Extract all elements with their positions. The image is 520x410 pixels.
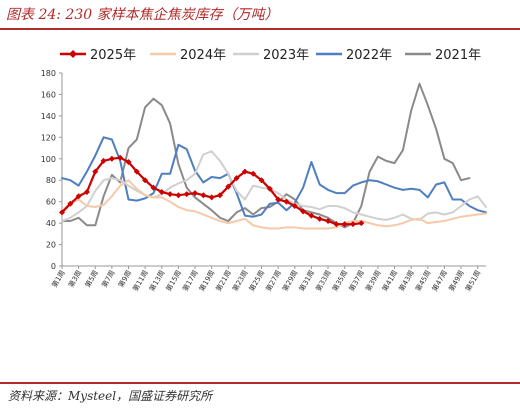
y-tick-label: 180 bbox=[41, 69, 56, 78]
data-point bbox=[208, 194, 215, 201]
legend-label: 2024年 bbox=[180, 48, 226, 63]
chart-title: 图表 24: 230 家样本焦企焦炭库存（万吨） bbox=[6, 7, 279, 23]
data-point bbox=[250, 170, 257, 177]
x-tick-label: 第51周 bbox=[463, 269, 482, 293]
legend-label: 2022年 bbox=[346, 48, 392, 63]
y-tick-label: 160 bbox=[41, 90, 56, 99]
series-line-2024年 bbox=[61, 179, 487, 230]
data-point bbox=[291, 202, 298, 209]
legend-item: 2021年 bbox=[405, 48, 481, 63]
data-point bbox=[175, 192, 182, 199]
data-point bbox=[75, 193, 82, 200]
y-tick-label: 100 bbox=[41, 155, 56, 164]
data-point bbox=[333, 221, 340, 228]
data-point bbox=[325, 217, 332, 224]
data-point bbox=[117, 154, 124, 161]
data-point bbox=[67, 200, 74, 207]
source-note: 资料来源：Mysteel，国盛证券研究所 bbox=[8, 389, 213, 403]
legend-item: 2025年 bbox=[60, 48, 136, 63]
x-tick-label: 第9周 bbox=[116, 269, 133, 289]
data-point bbox=[341, 221, 348, 228]
legend-label: 2025年 bbox=[90, 48, 136, 63]
series-line-2022年 bbox=[61, 136, 487, 218]
legend-item: 2023年 bbox=[233, 48, 309, 63]
data-point bbox=[225, 183, 232, 190]
legend-label: 2021年 bbox=[435, 48, 481, 63]
title-divider bbox=[0, 28, 520, 30]
y-tick-label: 40 bbox=[46, 219, 56, 228]
data-point bbox=[266, 185, 273, 192]
y-tick-label: 0 bbox=[51, 262, 56, 271]
data-point bbox=[59, 209, 65, 216]
legend-marker bbox=[69, 50, 77, 58]
data-point bbox=[167, 191, 174, 198]
data-point bbox=[216, 192, 223, 199]
y-tick-label: 20 bbox=[46, 241, 56, 250]
data-point bbox=[150, 184, 157, 191]
data-point bbox=[100, 157, 107, 164]
data-point bbox=[192, 190, 199, 197]
footer-divider bbox=[0, 382, 520, 384]
line-chart: 2025年 2024年 2023年 2022年 2021年 0 20 40 60 80 100 12… bbox=[41, 48, 487, 293]
data-point bbox=[158, 189, 165, 196]
series-line-2021年 bbox=[61, 82, 471, 229]
legend-item: 2022年 bbox=[316, 48, 392, 63]
chart-series bbox=[59, 82, 487, 230]
data-point bbox=[233, 175, 240, 182]
data-point bbox=[125, 158, 132, 165]
x-tick-label: 第3周 bbox=[66, 269, 83, 289]
chart-legend: 2025年 2024年 2023年 2022年 2021年 bbox=[60, 48, 481, 63]
legend-label: 2023年 bbox=[263, 48, 309, 63]
data-point bbox=[275, 196, 282, 203]
data-point bbox=[133, 168, 140, 175]
x-tick-label: 第7周 bbox=[100, 269, 117, 289]
data-point bbox=[258, 177, 265, 184]
data-point bbox=[200, 192, 207, 199]
data-point bbox=[183, 191, 190, 198]
data-point bbox=[92, 168, 99, 175]
data-point bbox=[308, 212, 315, 219]
data-point bbox=[300, 208, 307, 215]
y-tick-label: 120 bbox=[41, 133, 56, 142]
data-point bbox=[83, 189, 90, 196]
data-point bbox=[358, 220, 365, 227]
data-point bbox=[108, 155, 115, 162]
y-tick-label: 60 bbox=[46, 198, 56, 207]
data-point bbox=[316, 215, 323, 222]
x-tick-label: 第5周 bbox=[83, 269, 100, 289]
data-point bbox=[349, 221, 356, 228]
data-point bbox=[241, 168, 248, 175]
x-tick-label: 第1周 bbox=[50, 269, 67, 289]
data-point bbox=[283, 198, 290, 205]
legend-item: 2024年 bbox=[150, 48, 226, 63]
y-tick-label: 80 bbox=[46, 176, 56, 185]
y-tick-label: 140 bbox=[41, 112, 56, 121]
data-point bbox=[142, 177, 149, 184]
